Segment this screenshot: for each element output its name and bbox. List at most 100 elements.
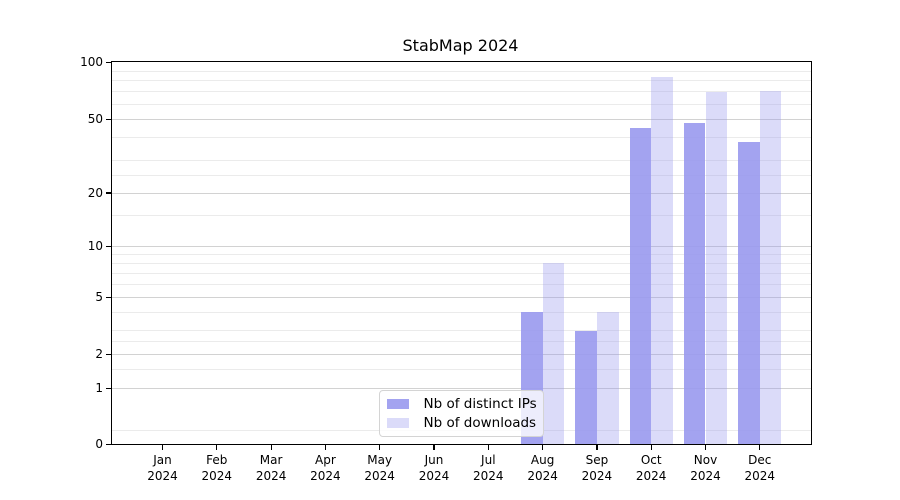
x-tick-month: Mar	[259, 453, 283, 467]
gridline-minor-60	[110, 103, 812, 105]
y-tick-mark-100	[105, 61, 111, 64]
bar-downloads-oct	[651, 76, 673, 445]
gridline-major-10	[110, 246, 812, 248]
x-tick-label-feb: Feb 2024	[185, 452, 249, 484]
legend: Nb of distinct IPs Nb of downloads	[378, 390, 544, 437]
bar-downloads-dec	[759, 90, 782, 445]
x-tick-year: 2024	[744, 469, 776, 483]
x-tick-month: Dec	[748, 453, 772, 467]
gridline-minor-90	[110, 70, 812, 72]
x-tick-label-oct: Oct 2024	[619, 452, 683, 484]
x-tick-year: 2024	[201, 469, 233, 483]
x-tick-label-nov: Nov 2024	[674, 452, 738, 484]
x-tick-mark-jul	[487, 445, 489, 450]
bar-downloads-aug	[542, 263, 565, 445]
legend-item-distinct-ips: Nb of distinct IPs	[386, 396, 537, 412]
bar-ips-nov	[683, 122, 706, 445]
chart-title: StabMap 2024	[402, 36, 519, 55]
gridline-minor-25	[110, 174, 812, 176]
x-tick-mark-sep	[596, 445, 598, 450]
legend-item-downloads: Nb of downloads	[386, 415, 537, 431]
legend-label-downloads: Nb of downloads	[423, 415, 537, 431]
x-tick-month: Nov	[693, 453, 718, 467]
x-tick-label-jun: Jun 2024	[402, 452, 466, 484]
x-tick-year: 2024	[418, 469, 450, 483]
x-tick-mark-nov	[704, 445, 707, 450]
x-tick-mark-mar	[270, 445, 272, 450]
bar-ips-oct	[629, 127, 652, 445]
gridline-major-5	[110, 296, 812, 298]
x-tick-month: Feb	[206, 453, 228, 467]
x-tick-month: Aug	[530, 453, 555, 467]
bar-ips-dec	[738, 141, 760, 445]
gridline-major-50	[110, 118, 812, 120]
legend-label-distinct-ips: Nb of distinct IPs	[423, 396, 537, 412]
x-tick-mark-oct	[650, 445, 652, 450]
x-tick-label-may: May 2024	[348, 452, 412, 484]
x-tick-year: 2024	[581, 469, 613, 483]
y-tick-label-1: 1	[95, 380, 103, 395]
x-tick-label-jan: Jan 2024	[131, 452, 195, 484]
x-tick-mark-jun	[433, 445, 435, 450]
x-tick-year: 2024	[310, 469, 341, 483]
x-tick-year: 2024	[255, 469, 287, 483]
x-tick-label-apr: Apr 2024	[293, 452, 357, 484]
gridline-minor-30	[110, 160, 812, 162]
gridline-major-20	[110, 192, 812, 194]
y-tick-mark-5	[105, 296, 111, 298]
x-tick-month: Oct	[640, 453, 662, 467]
y-tick-label-0: 0	[95, 437, 103, 451]
x-tick-month: Jul	[481, 453, 496, 467]
x-tick-year: 2024	[690, 469, 721, 483]
bar-downloads-nov	[705, 91, 728, 445]
legend-swatch-distinct-ips	[386, 399, 409, 409]
x-tick-month: Sep	[585, 453, 609, 467]
x-tick-label-aug: Aug 2024	[511, 452, 575, 484]
y-tick-mark-50	[105, 118, 111, 120]
y-tick-label-20: 20	[87, 185, 103, 200]
x-tick-label-sep: Sep 2024	[565, 452, 629, 484]
x-tick-year: 2024	[147, 469, 178, 483]
y-tick-mark-10	[105, 246, 111, 248]
y-tick-mark-0	[105, 443, 111, 446]
x-tick-year: 2024	[364, 469, 395, 483]
gridline-minor-9	[110, 254, 812, 256]
x-tick-year: 2024	[635, 469, 667, 483]
x-tick-mark-apr	[324, 445, 327, 450]
bar-ips-sep	[575, 330, 597, 445]
y-tick-mark-1	[105, 387, 111, 390]
x-tick-month: Jan	[153, 453, 172, 467]
y-tick-label-100: 100	[80, 54, 103, 69]
gridline-minor-3	[110, 330, 812, 332]
x-tick-month: May	[367, 453, 393, 467]
x-tick-month: Jun	[424, 453, 444, 467]
bar-downloads-sep	[596, 312, 619, 445]
plot-area-border	[110, 60, 812, 445]
x-tick-mark-may	[379, 445, 381, 450]
gridline-major-1	[110, 387, 812, 389]
x-tick-mark-feb	[216, 445, 218, 450]
y-tick-label-50: 50	[87, 111, 103, 126]
gridline-minor-70	[110, 91, 812, 93]
y-tick-label-10: 10	[87, 239, 103, 254]
x-tick-month: Apr	[315, 453, 336, 467]
y-tick-label-5: 5	[95, 289, 103, 304]
x-tick-mark-dec	[759, 445, 761, 450]
gridline-minor-1.5	[110, 369, 812, 371]
gridline-minor-2.5	[110, 341, 812, 343]
gridline-major-2	[110, 354, 812, 356]
gridline-minor-8	[110, 262, 812, 264]
y-tick-label-2: 2	[95, 347, 103, 362]
x-tick-year: 2024	[527, 469, 558, 483]
gridline-minor-40	[110, 136, 812, 138]
x-tick-mark-jan	[161, 445, 164, 450]
x-tick-label-jul: Jul 2024	[456, 452, 520, 484]
x-tick-label-dec: Dec 2024	[728, 452, 792, 484]
y-tick-mark-2	[105, 354, 111, 356]
y-tick-mark-20	[105, 192, 111, 194]
gridline-minor-6	[110, 283, 812, 285]
